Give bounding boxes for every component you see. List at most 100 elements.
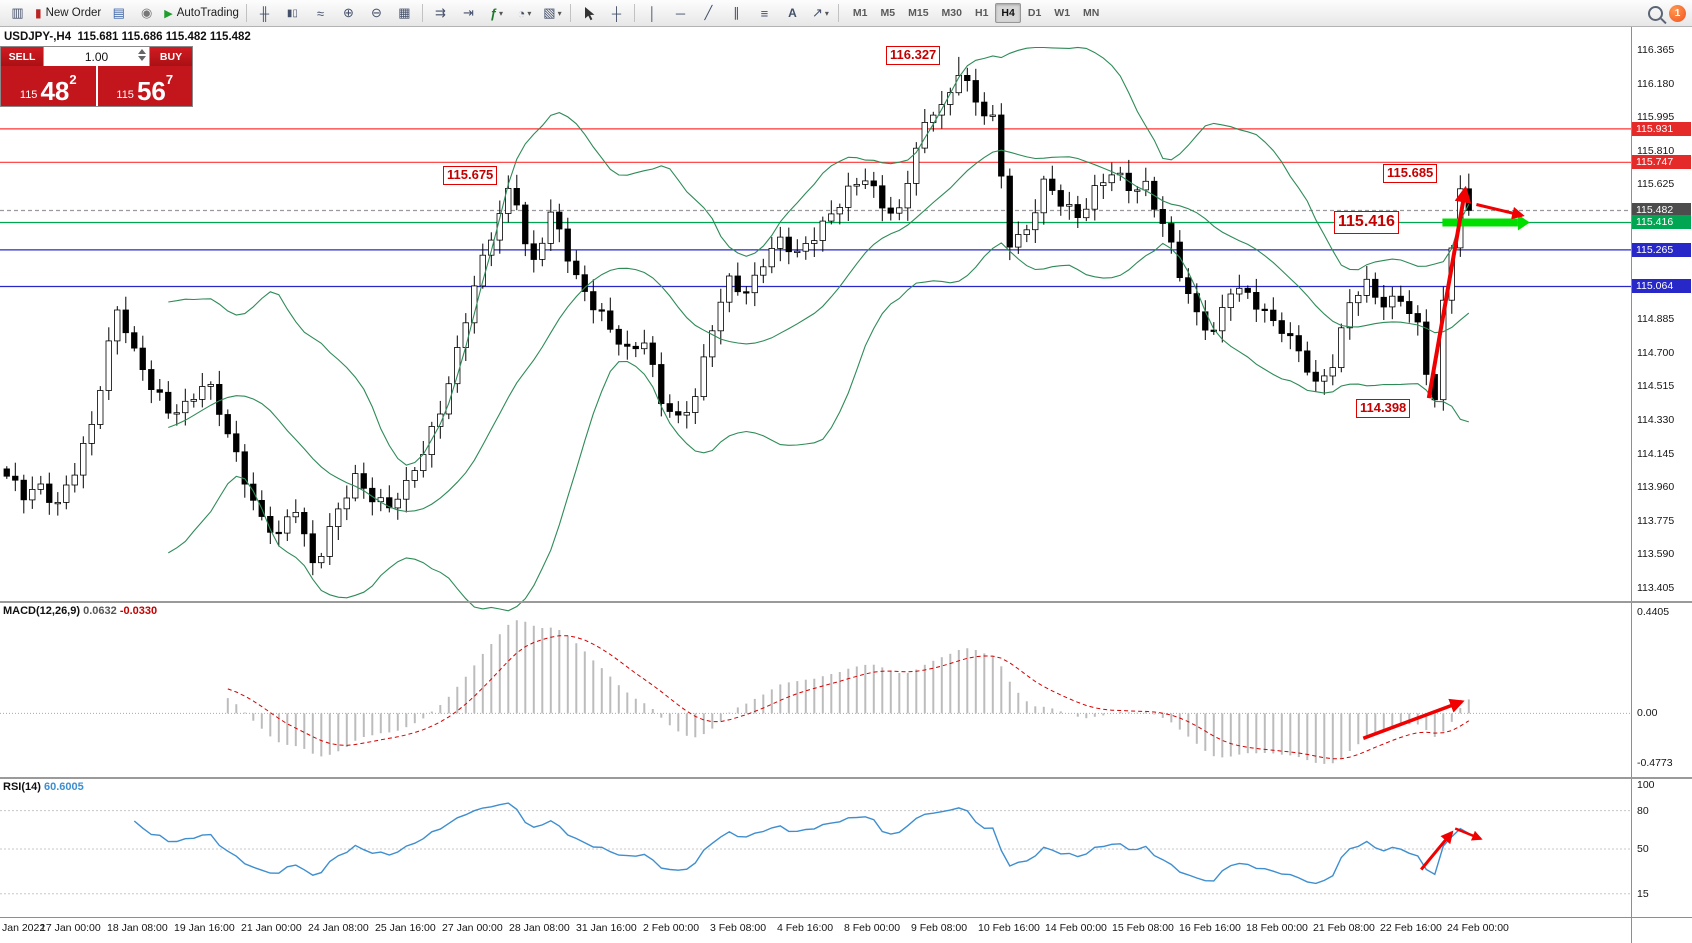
time-axis-label: 14 Feb 00:00 (1045, 922, 1107, 934)
price-callout-116.327[interactable]: 116.327 (886, 46, 941, 65)
rsi-label: RSI(14) 60.6005 (3, 781, 84, 793)
tile-windows-button[interactable]: ▦ (391, 2, 418, 24)
volume-field[interactable]: 1.00 (43, 47, 150, 66)
timeframe-m5[interactable]: M5 (880, 7, 896, 19)
time-axis-label: 2 Feb 00:00 (643, 922, 700, 934)
templates-button[interactable]: ▧ ▾ (539, 2, 566, 24)
toolbar-separator (245, 4, 247, 22)
time-axis-label: 16 Feb 16:00 (1179, 922, 1241, 934)
zoom-in-icon: ⊕ (342, 5, 354, 20)
price-axis-label: 114.145 (1637, 448, 1675, 460)
price-axis-label: 113.960 (1637, 481, 1675, 493)
rsi-axis-label: 50 (1637, 843, 1649, 855)
zoom-in-button[interactable]: ⊕ (335, 2, 362, 24)
price-badge-115.416: 115.416 (1632, 215, 1691, 229)
sell-price-pip: 2 (69, 72, 77, 87)
candlestick-button[interactable]: ▮▯ (279, 2, 306, 24)
community-button[interactable]: ◉ (133, 2, 160, 24)
pane-splitter-macd[interactable] (0, 601, 1692, 603)
periods-icon: ◔ (517, 5, 526, 21)
sell-price-main: 48 (40, 75, 70, 106)
notifications-badge[interactable]: 1 (1669, 4, 1686, 22)
zoom-out-button[interactable]: ⊖ (363, 2, 390, 24)
price-callout-115.685[interactable]: 115.685 (1383, 164, 1438, 183)
metaeditor-icon: ▤ (112, 5, 125, 20)
timeframe-m30[interactable]: M30 (941, 7, 962, 19)
cursor-button[interactable] (575, 2, 602, 24)
fibonacci-button[interactable]: ≡ (751, 2, 778, 24)
autotrading-button[interactable]: ▶ AutoTrading (161, 2, 242, 24)
time-axis-label: 21 Jan 00:00 (241, 922, 302, 934)
price-callout-115.416[interactable]: 115.416 (1334, 211, 1399, 234)
sell-button[interactable]: SELL (1, 47, 43, 66)
price-callout-114.398[interactable]: 114.398 (1356, 399, 1411, 418)
dropdown-arrow-icon: ▾ (527, 8, 532, 18)
buy-price-display[interactable]: 115 56 7 (97, 66, 192, 106)
macd-value-main: 0.0632 (83, 605, 117, 617)
horizontal-line-button[interactable]: ─ (667, 2, 694, 24)
horizontal-line-icon: ─ (675, 5, 686, 21)
timeframe-w1[interactable]: W1 (1054, 7, 1071, 19)
time-axis-label: 15 Feb 08:00 (1112, 922, 1174, 934)
templates-icon: ▧ (543, 5, 556, 20)
crosshair-button[interactable]: ┼ (603, 2, 630, 24)
price-axis[interactable] (1632, 27, 1692, 943)
time-axis-label: 22 Feb 16:00 (1380, 922, 1442, 934)
chart-title: USDJPY-,H4 115.681 115.686 115.482 115.4… (4, 31, 251, 43)
macd-label: MACD(12,26,9) 0.0632 -0.0330 (3, 605, 157, 617)
new-chart-button[interactable]: ▥ (4, 2, 31, 24)
time-axis-label: 25 Jan 16:00 (375, 922, 436, 934)
volume-value: 1.00 (84, 49, 109, 64)
price-axis-label: 116.365 (1637, 44, 1675, 56)
rsi-value: 60.6005 (43, 781, 84, 793)
zoom-out-icon: ⊖ (370, 5, 382, 20)
vertical-line-button[interactable]: │ (639, 2, 666, 24)
search-icon[interactable] (1648, 5, 1663, 21)
timeframe-h4[interactable]: H4 (995, 3, 1021, 23)
timeframe-d1[interactable]: D1 (1027, 7, 1042, 19)
buy-button[interactable]: BUY (150, 47, 192, 66)
buy-price-pip: 7 (165, 72, 174, 87)
price-axis-label: 114.885 (1637, 313, 1675, 325)
timeframe-m1[interactable]: M1 (852, 7, 868, 19)
macd-axis-top: 0.4405 (1637, 606, 1670, 618)
time-axis-label: 18 Feb 00:00 (1246, 922, 1308, 934)
trendline-button[interactable]: ╱ (695, 2, 722, 24)
arrows-tool-button[interactable]: ↗ ▾ (807, 2, 834, 24)
time-axis-label: 27 Jan 00:00 (442, 922, 503, 934)
text-tool-button[interactable]: A (779, 2, 806, 24)
time-axis-label: 18 Jan 08:00 (107, 922, 168, 934)
time-axis-label: 9 Feb 08:00 (911, 922, 968, 934)
bar-chart-button[interactable]: ╫ (251, 2, 278, 24)
price-axis-label: 115.625 (1637, 178, 1675, 190)
price-callout-115.675[interactable]: 115.675 (443, 166, 498, 185)
metaeditor-button[interactable]: ▤ (105, 2, 132, 24)
timeframe-mn[interactable]: MN (1083, 7, 1100, 19)
channel-icon: ∥ (733, 5, 740, 20)
chart-shift-icon: ⇥ (462, 5, 474, 20)
price-axis-label: 114.515 (1637, 380, 1675, 392)
new-order-button[interactable]: ▮ New Order (32, 2, 104, 24)
periods-button[interactable]: ◔ ▾ (511, 2, 538, 24)
timeframe-toolbar: M1 M5 M15 M30 H1 H4 D1 W1 MN (847, 3, 1105, 23)
pane-splitter-rsi[interactable] (0, 777, 1692, 779)
time-axis-label: 31 Jan 16:00 (576, 922, 637, 934)
macd-axis-zero: 0.00 (1637, 707, 1658, 719)
sell-price-display[interactable]: 115 48 2 (1, 66, 96, 106)
auto-scroll-button[interactable]: ⇉ (427, 2, 454, 24)
channel-button[interactable]: ∥ (723, 2, 750, 24)
time-axis[interactable] (0, 919, 1631, 943)
line-chart-button[interactable]: ≈ (307, 2, 334, 24)
timeframe-h1[interactable]: H1 (974, 7, 989, 19)
drawn-arrows[interactable] (1362, 185, 1530, 871)
buy-price-main: 56 (136, 75, 166, 106)
volume-stepper[interactable] (138, 49, 146, 61)
community-icon: ◉ (141, 5, 153, 20)
fibonacci-icon: ≡ (760, 5, 769, 21)
indicators-button[interactable]: ƒ ▾ (483, 2, 510, 24)
timeframe-m15[interactable]: M15 (908, 7, 929, 19)
chart-shift-button[interactable]: ⇥ (455, 2, 482, 24)
autotrading-play-icon: ▶ (164, 7, 173, 20)
time-axis-label: Jan 2022 (2, 922, 46, 934)
